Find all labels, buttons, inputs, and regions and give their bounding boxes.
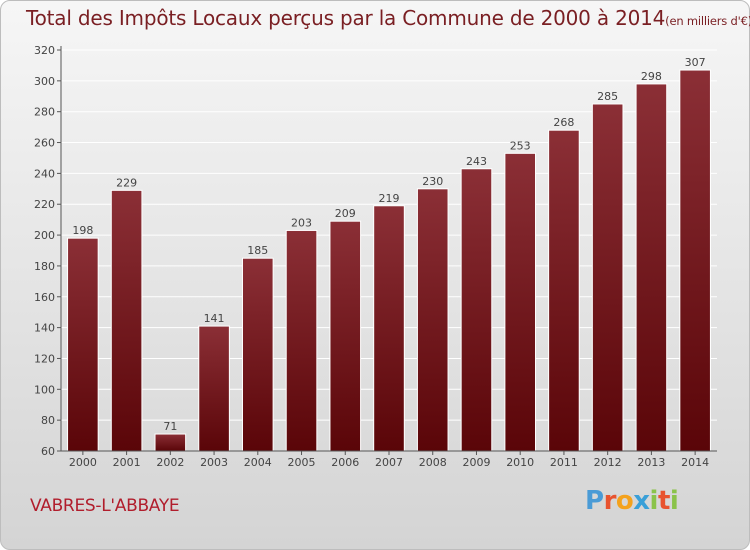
logo-letter: P: [585, 486, 604, 516]
bar-value-label: 141: [204, 312, 225, 325]
bar: [285, 229, 318, 452]
x-tick-label: 2012: [594, 456, 622, 469]
bar: [198, 325, 230, 452]
x-tick-label: 2010: [506, 456, 534, 469]
bar-value-label: 203: [291, 216, 312, 229]
bar: [416, 188, 449, 452]
bar: [329, 220, 362, 452]
x-tick-label: 2009: [462, 456, 490, 469]
x-tick-label: 2006: [331, 456, 359, 469]
bar-value-label: 285: [597, 90, 618, 103]
chart-title-text: Total des Impôts Locaux perçus par la Co…: [26, 6, 666, 30]
bar-value-label: 198: [72, 224, 93, 237]
logo-letter: i: [669, 486, 679, 516]
x-tick-label: 2000: [69, 456, 97, 469]
bar: [635, 83, 668, 452]
bar-value-label: 298: [641, 70, 662, 83]
logo-letter: o: [615, 486, 634, 516]
bar-value-label: 253: [510, 139, 531, 152]
logo-letter: t: [657, 486, 670, 516]
bar: [460, 168, 493, 452]
x-tick-label: 2007: [375, 456, 403, 469]
y-tick-label: 300: [34, 75, 55, 88]
x-tick-label: 2005: [288, 456, 316, 469]
bar: [110, 189, 143, 452]
x-tick-label: 2008: [419, 456, 447, 469]
bar-value-label: 219: [379, 192, 400, 205]
y-tick-label: 220: [34, 198, 55, 211]
bar-value-label: 307: [685, 56, 706, 69]
bar: [504, 152, 537, 452]
axes: 60 80 100 120 140 160 180 200 220 240 260 280 300 320…: [34, 44, 717, 469]
x-tick-label: 2004: [244, 456, 272, 469]
bar-value-label: 243: [466, 155, 487, 168]
chart-title: Total des Impôts Locaux perçus par la Co…: [26, 6, 750, 30]
y-tick-label: 200: [34, 229, 55, 242]
proxiti-logo: Proxiti: [585, 486, 679, 516]
y-tick-label: 180: [34, 260, 55, 273]
bar-value-label: 229: [116, 176, 137, 189]
y-tick-label: 240: [34, 167, 55, 180]
logo-letter: r: [603, 486, 617, 516]
y-tick-label: 100: [34, 383, 55, 396]
bar: [548, 129, 580, 452]
y-tick-label: 260: [34, 137, 55, 150]
bar-value-label: 185: [247, 244, 268, 257]
bar: [679, 69, 711, 452]
y-tick-label: 80: [41, 414, 55, 427]
bar-value-label: 268: [553, 116, 574, 129]
y-tick-label: 280: [34, 106, 55, 119]
bar: [591, 103, 624, 452]
x-tick-label: 2002: [156, 456, 184, 469]
chart-title-unit: (en milliers d'€): [665, 14, 750, 28]
bar: [241, 257, 274, 452]
bars: 198 229 71 141 185 203 209 219 230 243 253 268 285 29…: [67, 56, 711, 452]
bar: [67, 237, 99, 452]
bar-value-label: 209: [335, 207, 356, 220]
bar: [154, 433, 187, 452]
commune-name: VABRES-L'ABBAYE: [30, 496, 180, 516]
x-tick-label: 2014: [681, 456, 709, 469]
bar-value-label: 71: [163, 420, 177, 433]
x-tick-label: 2011: [550, 456, 578, 469]
logo-letter: x: [633, 486, 650, 516]
x-tick-label: 2001: [113, 456, 141, 469]
bar: [373, 205, 405, 452]
y-tick-label: 140: [34, 322, 55, 335]
y-tick-label: 160: [34, 291, 55, 304]
x-tick-label: 2003: [200, 456, 228, 469]
y-tick-label: 60: [41, 445, 55, 458]
bar-value-label: 230: [422, 175, 443, 188]
x-tick-label: 2013: [637, 456, 665, 469]
logo-letter: i: [649, 486, 659, 516]
y-tick-label: 120: [34, 352, 55, 365]
y-tick-label: 320: [34, 44, 55, 57]
